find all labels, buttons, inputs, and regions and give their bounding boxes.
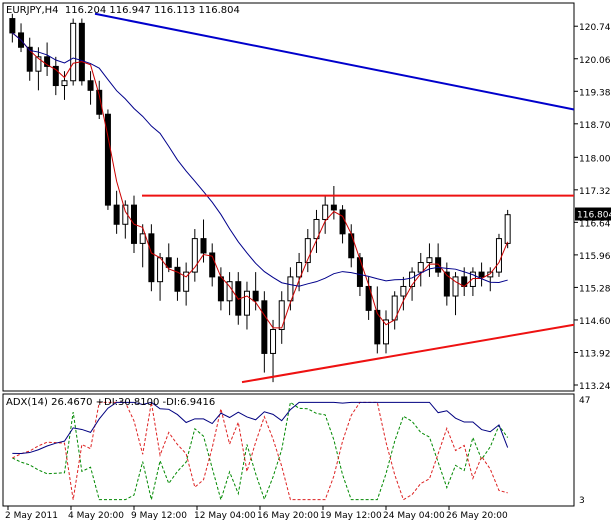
current-price-badge: [575, 207, 611, 221]
candle-body: [495, 238, 502, 273]
candle-body: [478, 271, 485, 278]
price-tick-label: 113.240: [579, 382, 611, 392]
candle-body: [165, 257, 172, 268]
candle-body: [44, 56, 51, 67]
candle-body: [104, 113, 111, 206]
candle-body: [452, 276, 459, 297]
candle-body: [78, 22, 85, 82]
price-tick-label: 113.920: [579, 349, 611, 359]
price-tick-label: 116.640: [579, 219, 611, 229]
time-tick-label: 12 May 04:00: [194, 511, 256, 521]
candle-body: [70, 22, 77, 82]
candle-body: [409, 271, 416, 287]
price-tick-label: 120.060: [579, 56, 611, 66]
price-tick-label: 119.380: [579, 88, 611, 98]
price-tick-label: 118.000: [579, 154, 611, 164]
candle-body: [469, 271, 476, 287]
price-tick-label: 118.700: [579, 121, 611, 131]
candle-body: [96, 89, 103, 115]
open-value: 116.204: [64, 5, 107, 16]
candle-body: [209, 252, 216, 278]
candle-body: [504, 214, 511, 244]
candle-body: [183, 271, 190, 292]
indicator-scale-min: 3: [579, 496, 585, 506]
candle-body: [487, 271, 494, 278]
current-price-label: 116.804: [577, 211, 611, 221]
price-tick-label: 115.960: [579, 252, 611, 262]
candle-body: [87, 80, 94, 91]
candle-body: [157, 257, 164, 283]
indicator-panel-frame: [2, 393, 575, 507]
candle-body: [426, 257, 433, 264]
blue-trendline[interactable]: [94, 12, 575, 111]
time-tick-label: 19 May 12:00: [320, 511, 382, 521]
candle-body: [139, 233, 146, 244]
red-support-trendline[interactable]: [241, 323, 575, 384]
time-tick-label: 26 May 20:00: [446, 511, 508, 521]
candle-body: [270, 329, 277, 354]
adx-line: [12, 401, 509, 455]
candle-body: [339, 209, 346, 235]
candle-body: [113, 204, 120, 225]
candle-body: [278, 300, 285, 331]
candle-body: [26, 46, 33, 72]
indicator-header: ADX(14) 26.4670 +DI:30.8100 -DI:6.9416: [6, 397, 216, 408]
price-tick-label: 114.600: [579, 317, 611, 327]
close-value: 116.804: [198, 5, 240, 16]
candle-body: [261, 300, 268, 354]
candle-body: [200, 238, 207, 254]
candle-body: [148, 233, 155, 283]
time-tick-label: 2 May 2011: [5, 511, 58, 521]
slow-moving-average-line: [12, 32, 508, 287]
candle-body: [217, 276, 224, 302]
candle-body: [313, 218, 320, 240]
time-tick-label: 16 May 20:00: [257, 511, 319, 521]
main-panel-frame: [2, 2, 575, 392]
price-tick-label: 120.740: [579, 23, 611, 33]
candle-body: [417, 262, 424, 273]
main-chart-header: EURJPY,H4 116.204 116.947 116.113 116.80…: [6, 5, 240, 16]
minus-di-line: [12, 401, 508, 501]
candle-body: [330, 204, 337, 211]
price-tick-label: 117.320: [579, 187, 611, 197]
candle-body: [356, 257, 363, 287]
time-tick-label: 4 May 20:00: [68, 511, 124, 521]
high-value: 116.947: [109, 5, 151, 16]
candle-body: [252, 290, 259, 302]
candle-body: [443, 271, 450, 297]
candle-body: [374, 309, 381, 345]
fast-moving-average-line: [12, 32, 509, 329]
price-tick-label: 115.280: [579, 284, 611, 294]
candle-body: [287, 276, 294, 302]
indicator-scale-max: 47: [579, 396, 590, 406]
time-tick-label: 9 May 12:00: [131, 511, 187, 521]
candle-body: [243, 290, 250, 316]
candle-body: [226, 281, 233, 302]
candle-body: [400, 285, 407, 297]
candle-body: [61, 80, 68, 87]
candle-body: [174, 266, 181, 292]
plus-di-line: [12, 401, 509, 502]
candle-body: [322, 204, 329, 220]
candle-body: [191, 238, 198, 273]
candle-body: [35, 56, 42, 72]
candle-body: [383, 319, 389, 345]
time-tick-label: 24 May 04:00: [383, 511, 445, 521]
low-value: 116.113: [153, 5, 196, 16]
candle-body: [52, 65, 59, 87]
candle-body: [304, 238, 311, 264]
symbol-label: EURJPY,H4: [6, 5, 59, 16]
candle-body: [9, 18, 16, 34]
candle-body: [296, 262, 303, 278]
